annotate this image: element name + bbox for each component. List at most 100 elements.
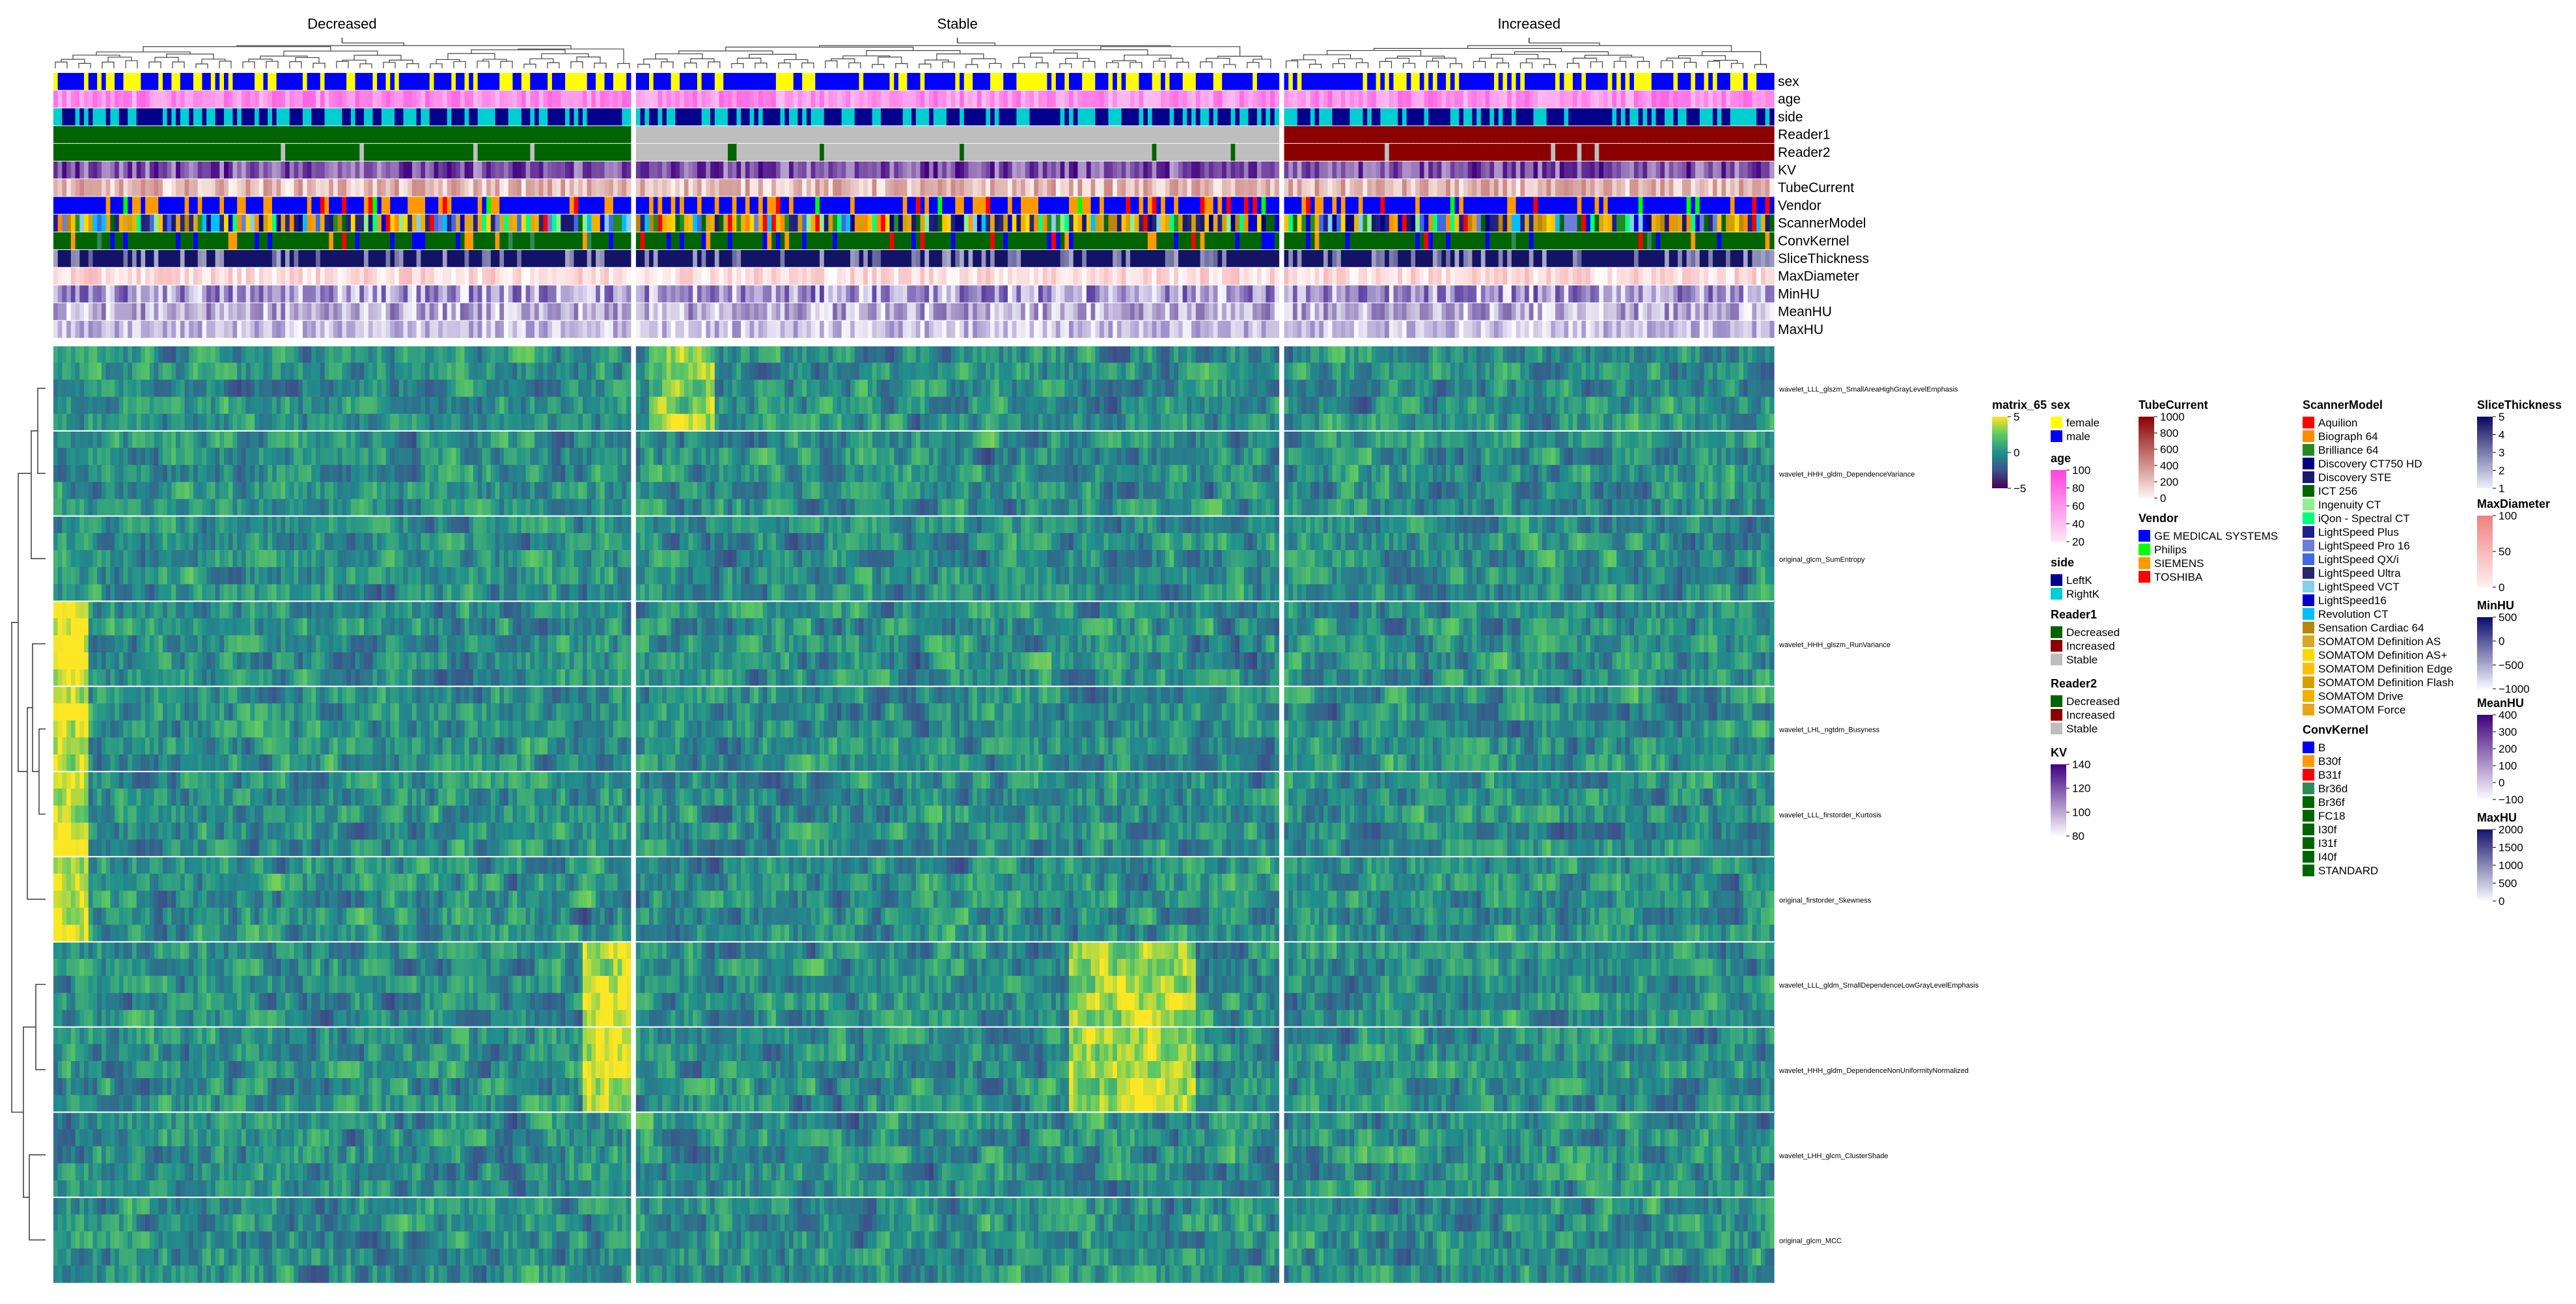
track-sex-cell bbox=[1616, 73, 1621, 90]
track-Reader1-cell bbox=[574, 126, 579, 143]
track-sex-cell bbox=[587, 73, 592, 90]
track-sex-cell bbox=[285, 73, 290, 90]
track-sex-cell bbox=[1139, 73, 1144, 90]
track-side-cell bbox=[693, 108, 697, 125]
track-age-cell bbox=[613, 90, 618, 107]
track-age-cell bbox=[1213, 90, 1218, 107]
track-sex-cell bbox=[1704, 73, 1709, 90]
track-age-cell bbox=[285, 90, 290, 107]
track-side-cell bbox=[1463, 108, 1468, 125]
track-sex-cell bbox=[473, 73, 478, 90]
track-age-cell bbox=[1494, 90, 1499, 107]
track-side-cell bbox=[924, 108, 929, 125]
track-sex-cell bbox=[837, 73, 842, 90]
track-label-side: side bbox=[1778, 109, 1803, 124]
track-side-cell bbox=[1568, 108, 1573, 125]
track-sex-cell bbox=[294, 73, 299, 90]
track-age-cell bbox=[697, 90, 702, 107]
track-sex-cell bbox=[1608, 73, 1613, 90]
track-age-cell bbox=[137, 90, 141, 107]
track-age-cell bbox=[863, 90, 868, 107]
track-side-cell bbox=[999, 108, 1004, 125]
track-side-cell bbox=[1117, 108, 1122, 125]
track-sex-cell bbox=[141, 73, 145, 90]
track-sex-cell bbox=[1284, 73, 1289, 90]
track-side-cell bbox=[167, 108, 172, 125]
track-age-cell bbox=[359, 90, 364, 107]
track-side-cell bbox=[1407, 108, 1411, 125]
track-age-cell bbox=[763, 90, 768, 107]
track-side-cell bbox=[1538, 108, 1542, 125]
track-age-cell bbox=[881, 90, 885, 107]
track-age-cell bbox=[1463, 90, 1468, 107]
track-age-cell bbox=[408, 90, 412, 107]
track-side-cell bbox=[1730, 108, 1735, 125]
track-sex-cell bbox=[1244, 73, 1249, 90]
track-age-cell bbox=[1660, 90, 1665, 107]
track-age-cell bbox=[381, 90, 386, 107]
track-side-cell bbox=[1564, 108, 1569, 125]
track-sex-cell bbox=[1507, 73, 1512, 90]
track-Reader1-cell bbox=[465, 126, 469, 143]
track-age-cell bbox=[885, 90, 890, 107]
track-sex-cell bbox=[710, 73, 715, 90]
track-side-cell bbox=[794, 108, 798, 125]
track-sex-cell bbox=[750, 73, 755, 90]
track-sex-cell bbox=[715, 73, 719, 90]
track-side-cell bbox=[658, 108, 662, 125]
track-age-cell bbox=[1476, 90, 1481, 107]
track-sex-cell bbox=[929, 73, 934, 90]
track-age-cell bbox=[1389, 90, 1394, 107]
track-sex-cell bbox=[921, 73, 925, 90]
track-age-cell bbox=[1226, 90, 1231, 107]
track-sex-cell bbox=[1056, 73, 1060, 90]
track-side-cell bbox=[1073, 108, 1078, 125]
track-age-cell bbox=[176, 90, 180, 107]
track-Reader1-cell bbox=[530, 126, 534, 143]
track-age-cell bbox=[824, 90, 829, 107]
track-age-cell bbox=[1108, 90, 1113, 107]
track-side-cell bbox=[1231, 108, 1236, 125]
track-age-cell bbox=[898, 90, 903, 107]
track-sex-cell bbox=[649, 73, 654, 90]
track-age-cell bbox=[859, 90, 864, 107]
track-Reader1-cell bbox=[570, 126, 574, 143]
track-sex-cell bbox=[820, 73, 824, 90]
track-age-cell bbox=[1183, 90, 1187, 107]
track-age-cell bbox=[79, 90, 84, 107]
track-side-cell bbox=[1691, 108, 1695, 125]
track-side-cell bbox=[807, 108, 811, 125]
track-sex-cell bbox=[662, 73, 667, 90]
track-sex-cell bbox=[1204, 73, 1209, 90]
track-sex-cell bbox=[1161, 73, 1165, 90]
track-sex-cell bbox=[1756, 73, 1761, 90]
track-sex-cell bbox=[381, 73, 386, 90]
track-Reader1-cell bbox=[534, 126, 539, 143]
track-age-cell bbox=[715, 90, 719, 107]
track-side-cell bbox=[364, 108, 368, 125]
track-sex-cell bbox=[1407, 73, 1411, 90]
track-age-cell bbox=[451, 90, 456, 107]
track-Reader1-cell bbox=[434, 126, 439, 143]
track-side-cell bbox=[1341, 108, 1346, 125]
track-side-cell bbox=[539, 108, 544, 125]
track-sex-cell bbox=[693, 73, 697, 90]
track-side-cell bbox=[1428, 108, 1433, 125]
track-sex-cell bbox=[211, 73, 215, 90]
track-side-cell bbox=[1494, 108, 1499, 125]
track-sex-cell bbox=[1064, 73, 1069, 90]
track-age-cell bbox=[1380, 90, 1385, 107]
track-sex-cell bbox=[303, 73, 307, 90]
track-sex-cell bbox=[307, 73, 312, 90]
track-sex-cell bbox=[102, 73, 106, 90]
track-sex-cell bbox=[1520, 73, 1525, 90]
track-side-cell bbox=[110, 108, 115, 125]
track-age-cell bbox=[1235, 90, 1240, 107]
track-side-cell bbox=[1025, 108, 1030, 125]
track-sex-cell bbox=[1319, 73, 1323, 90]
track-Reader1-cell bbox=[180, 126, 185, 143]
track-sex-cell bbox=[1769, 73, 1774, 90]
track-sex-cell bbox=[763, 73, 768, 90]
track-side-cell bbox=[1433, 108, 1437, 125]
track-sex-cell bbox=[968, 73, 973, 90]
